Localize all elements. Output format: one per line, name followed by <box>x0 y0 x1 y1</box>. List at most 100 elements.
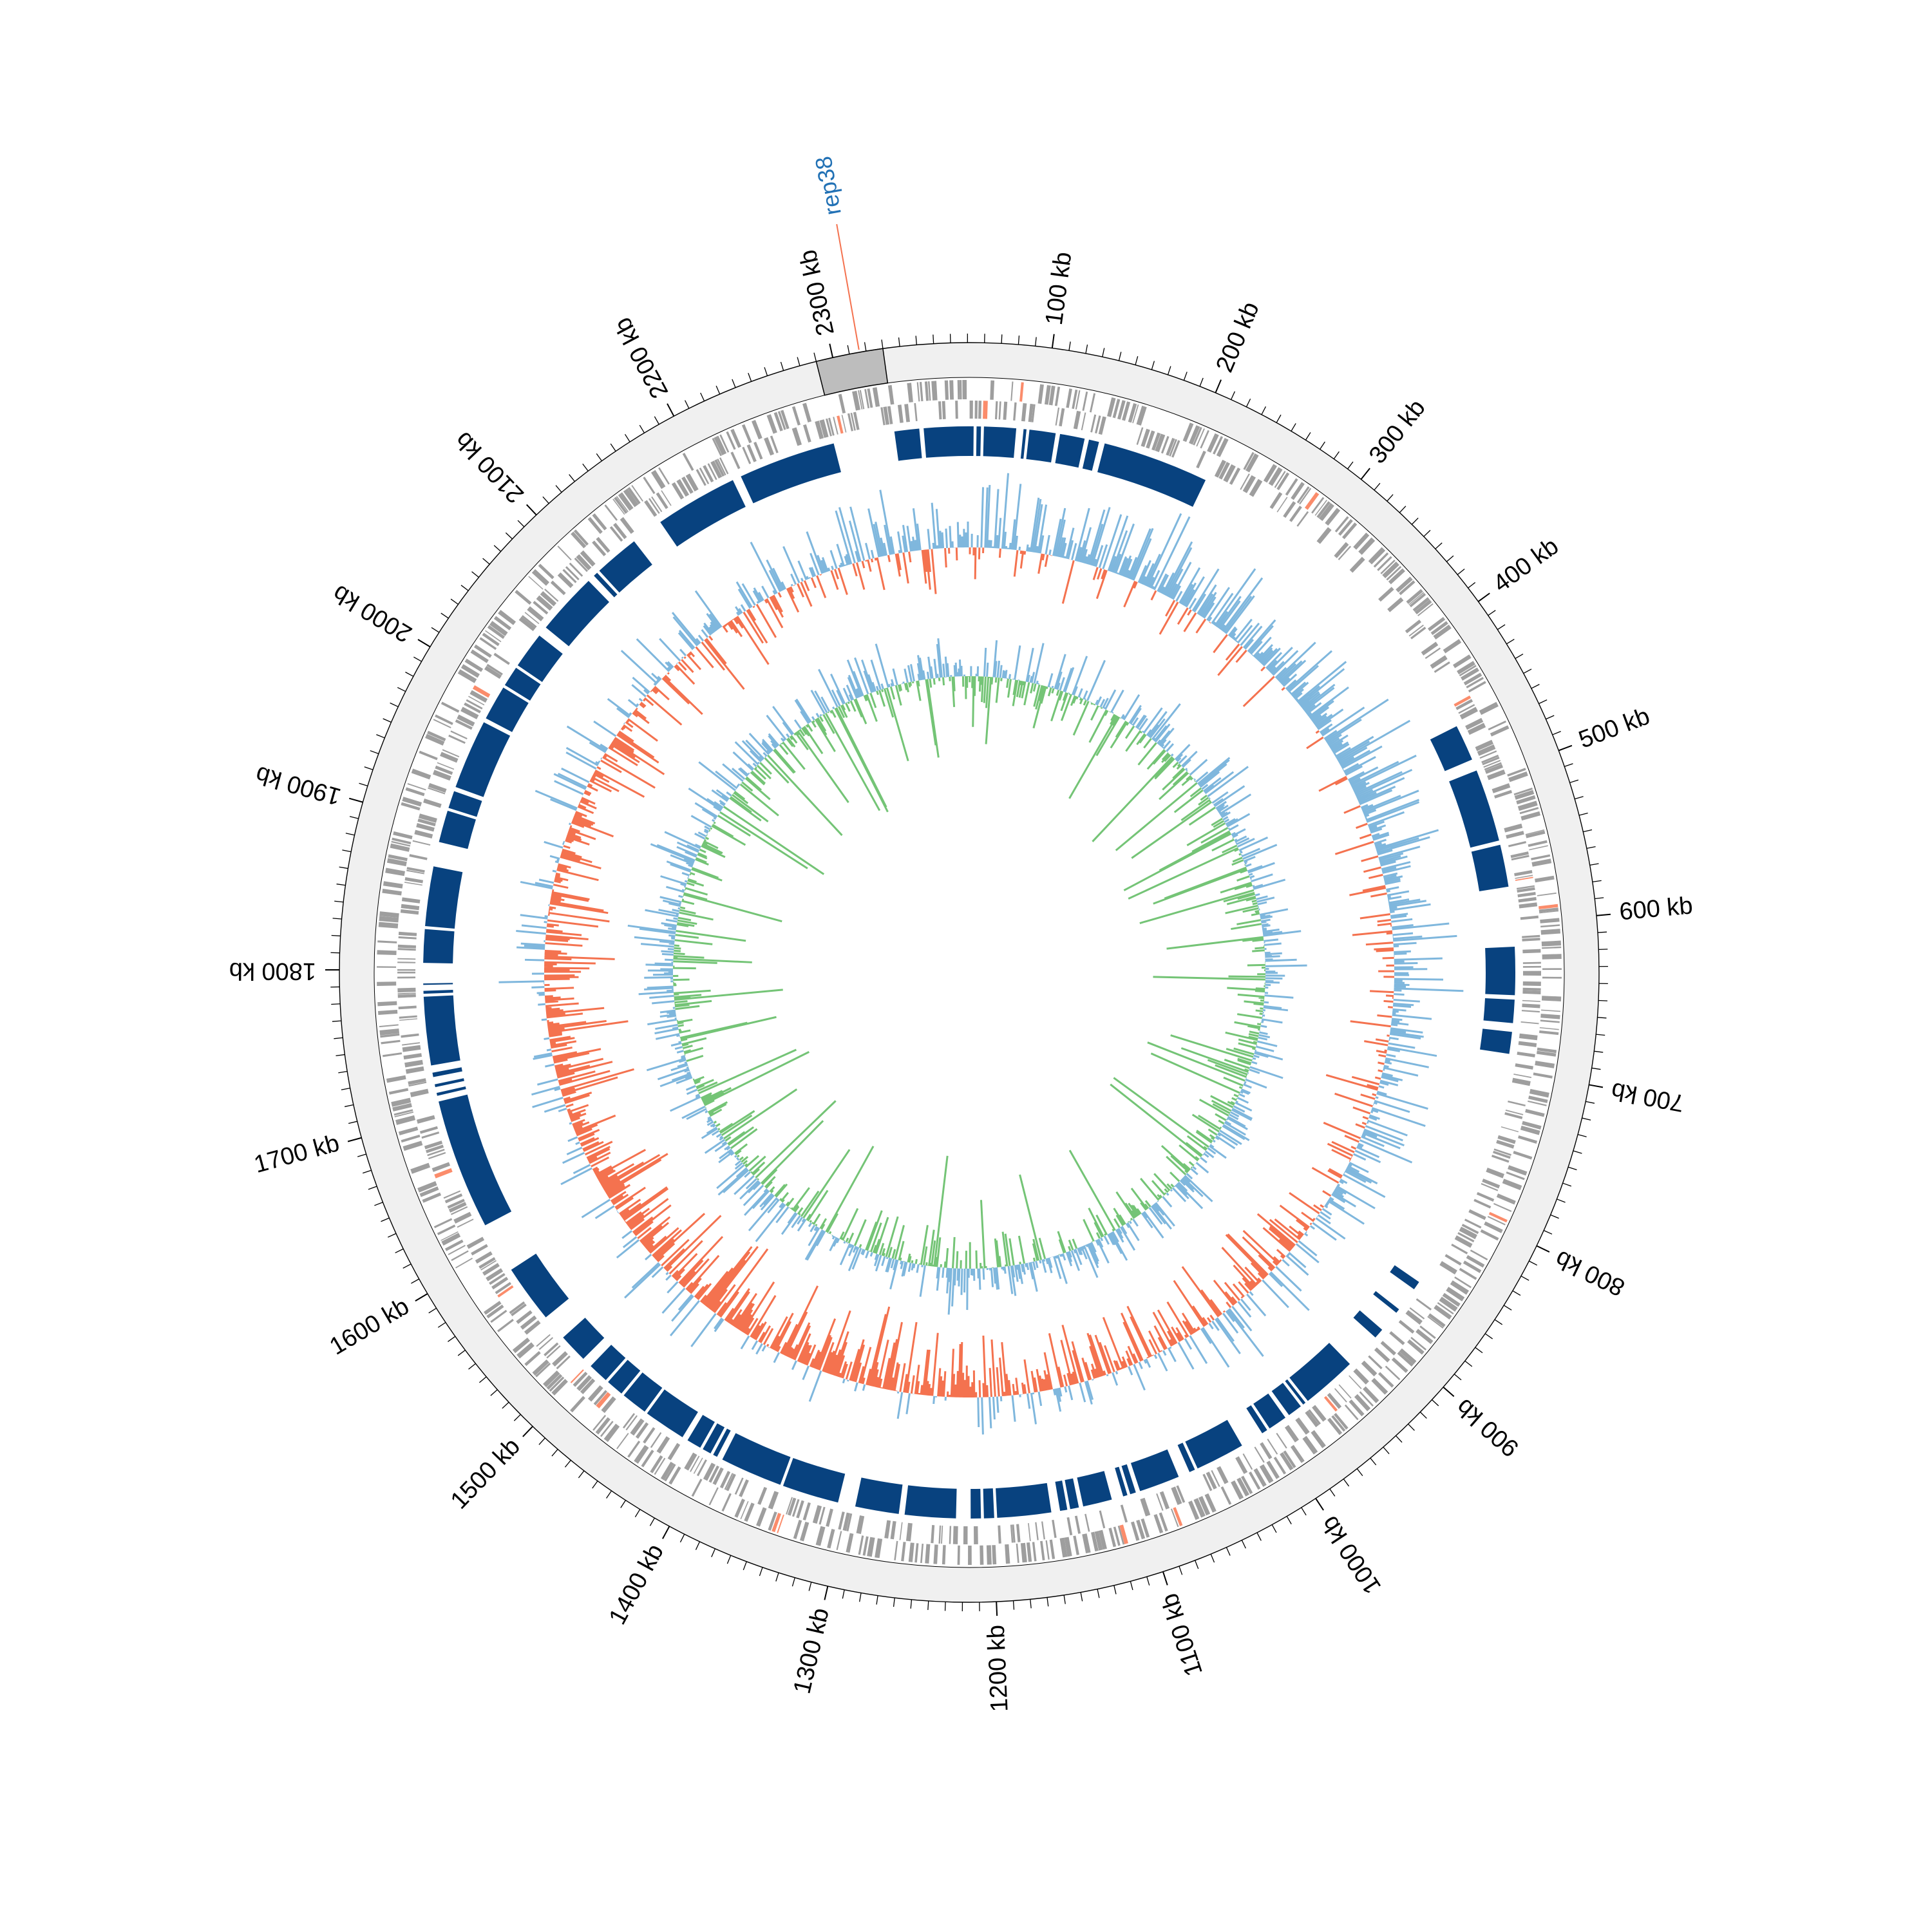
cds-feature <box>490 1309 507 1323</box>
cds-feature <box>643 1427 656 1444</box>
cds-feature <box>431 1162 451 1172</box>
minor-tick <box>339 866 348 869</box>
cds-feature <box>1028 1522 1031 1542</box>
cds-feature <box>1513 788 1533 796</box>
cds-feature <box>1260 1442 1273 1459</box>
minor-tick <box>1130 1581 1133 1591</box>
cds-feature <box>858 390 863 410</box>
cds-feature <box>1459 1267 1477 1280</box>
cds-feature <box>938 401 942 420</box>
major-tick <box>1589 1084 1604 1088</box>
minor-tick <box>471 571 479 578</box>
cds-feature <box>397 948 416 951</box>
cds-feature <box>480 1260 497 1271</box>
cds-feature <box>485 630 502 643</box>
homology-block <box>504 667 541 701</box>
cds-feature <box>927 381 931 401</box>
cds-feature <box>660 1461 674 1481</box>
homology-block <box>1485 946 1515 996</box>
homology-block <box>1471 844 1509 892</box>
cds-feature <box>1334 1412 1349 1430</box>
minor-tick <box>345 833 355 836</box>
cds-feature <box>952 1526 958 1544</box>
cds-feature <box>1522 981 1541 987</box>
cds-feature <box>1200 430 1209 449</box>
cds-feature <box>1484 1221 1503 1233</box>
homology-block <box>439 1094 512 1226</box>
cds-feature <box>1385 1365 1401 1381</box>
cds-feature <box>1491 1155 1510 1163</box>
cds-feature <box>815 421 824 439</box>
cds-feature <box>451 1250 469 1262</box>
cds-feature <box>1434 661 1450 673</box>
minor-tick <box>743 1561 747 1571</box>
major-tick <box>417 639 431 648</box>
cds-feature <box>570 1396 585 1413</box>
cds-feature <box>1146 430 1155 449</box>
minor-tick <box>336 1054 345 1057</box>
cds-feature <box>601 1396 616 1414</box>
cds-feature <box>448 1202 467 1213</box>
cds-feature <box>1522 965 1541 968</box>
cds-feature <box>625 1415 638 1431</box>
cds-feature <box>524 612 540 625</box>
cds-feature <box>1028 404 1034 422</box>
minor-tick <box>732 379 736 388</box>
cds-feature <box>382 1052 402 1057</box>
cds-feature <box>1454 696 1472 707</box>
cds-feature <box>1484 764 1503 774</box>
cds-feature <box>1444 1254 1462 1266</box>
tick-label: 200 kb <box>1211 298 1264 376</box>
cds-feature <box>643 477 656 495</box>
cds-feature <box>1128 403 1137 423</box>
minor-tick <box>893 1598 895 1607</box>
cds-feature <box>719 457 729 475</box>
minor-tick <box>359 782 368 786</box>
cds-feature <box>447 1198 465 1209</box>
cds-feature <box>1299 488 1312 505</box>
cds-feature <box>1388 568 1405 585</box>
cds-feature <box>1283 1450 1296 1468</box>
major-tick <box>526 504 537 516</box>
cds-feature <box>576 554 592 571</box>
cds-feature <box>1012 1524 1016 1543</box>
homology-block <box>894 428 922 461</box>
cds-feature <box>379 1028 400 1036</box>
minor-tick <box>1399 506 1406 513</box>
cds-feature <box>433 719 451 728</box>
minor-tick <box>842 1589 845 1599</box>
cds-feature <box>1412 597 1430 612</box>
homology-block <box>782 1457 846 1503</box>
cds-feature <box>1249 478 1263 497</box>
cds-feature <box>1169 439 1177 457</box>
cds-feature <box>573 1371 588 1387</box>
cds-feature <box>703 465 714 483</box>
cds-feature <box>1496 1139 1515 1149</box>
cds-feature <box>395 1115 415 1125</box>
cds-feature <box>1528 1095 1548 1103</box>
cds-feature <box>1334 542 1349 558</box>
cds-feature <box>1204 1493 1217 1513</box>
cds-feature <box>1349 1375 1362 1389</box>
cds-feature <box>650 1432 662 1448</box>
cds-feature <box>1254 1446 1265 1463</box>
minor-tick <box>813 352 817 362</box>
minor-tick <box>1195 1560 1199 1569</box>
minor-tick <box>1432 1399 1439 1406</box>
cds-feature <box>419 1126 438 1134</box>
minor-tick <box>654 416 659 425</box>
cds-feature <box>546 1374 563 1390</box>
cds-feature <box>1542 968 1562 971</box>
homology-block <box>687 1415 715 1448</box>
homology-block <box>545 580 609 647</box>
cds-feature <box>780 410 790 430</box>
cds-feature <box>1354 1394 1371 1412</box>
cds-feature <box>1064 1537 1072 1557</box>
cds-feature <box>1359 1391 1374 1407</box>
cds-feature <box>1487 1216 1506 1226</box>
cds-feature <box>826 418 832 437</box>
cds-feature <box>949 380 954 400</box>
cds-feature <box>703 1463 716 1481</box>
cds-feature <box>1211 1470 1220 1487</box>
cds-feature <box>773 412 783 431</box>
